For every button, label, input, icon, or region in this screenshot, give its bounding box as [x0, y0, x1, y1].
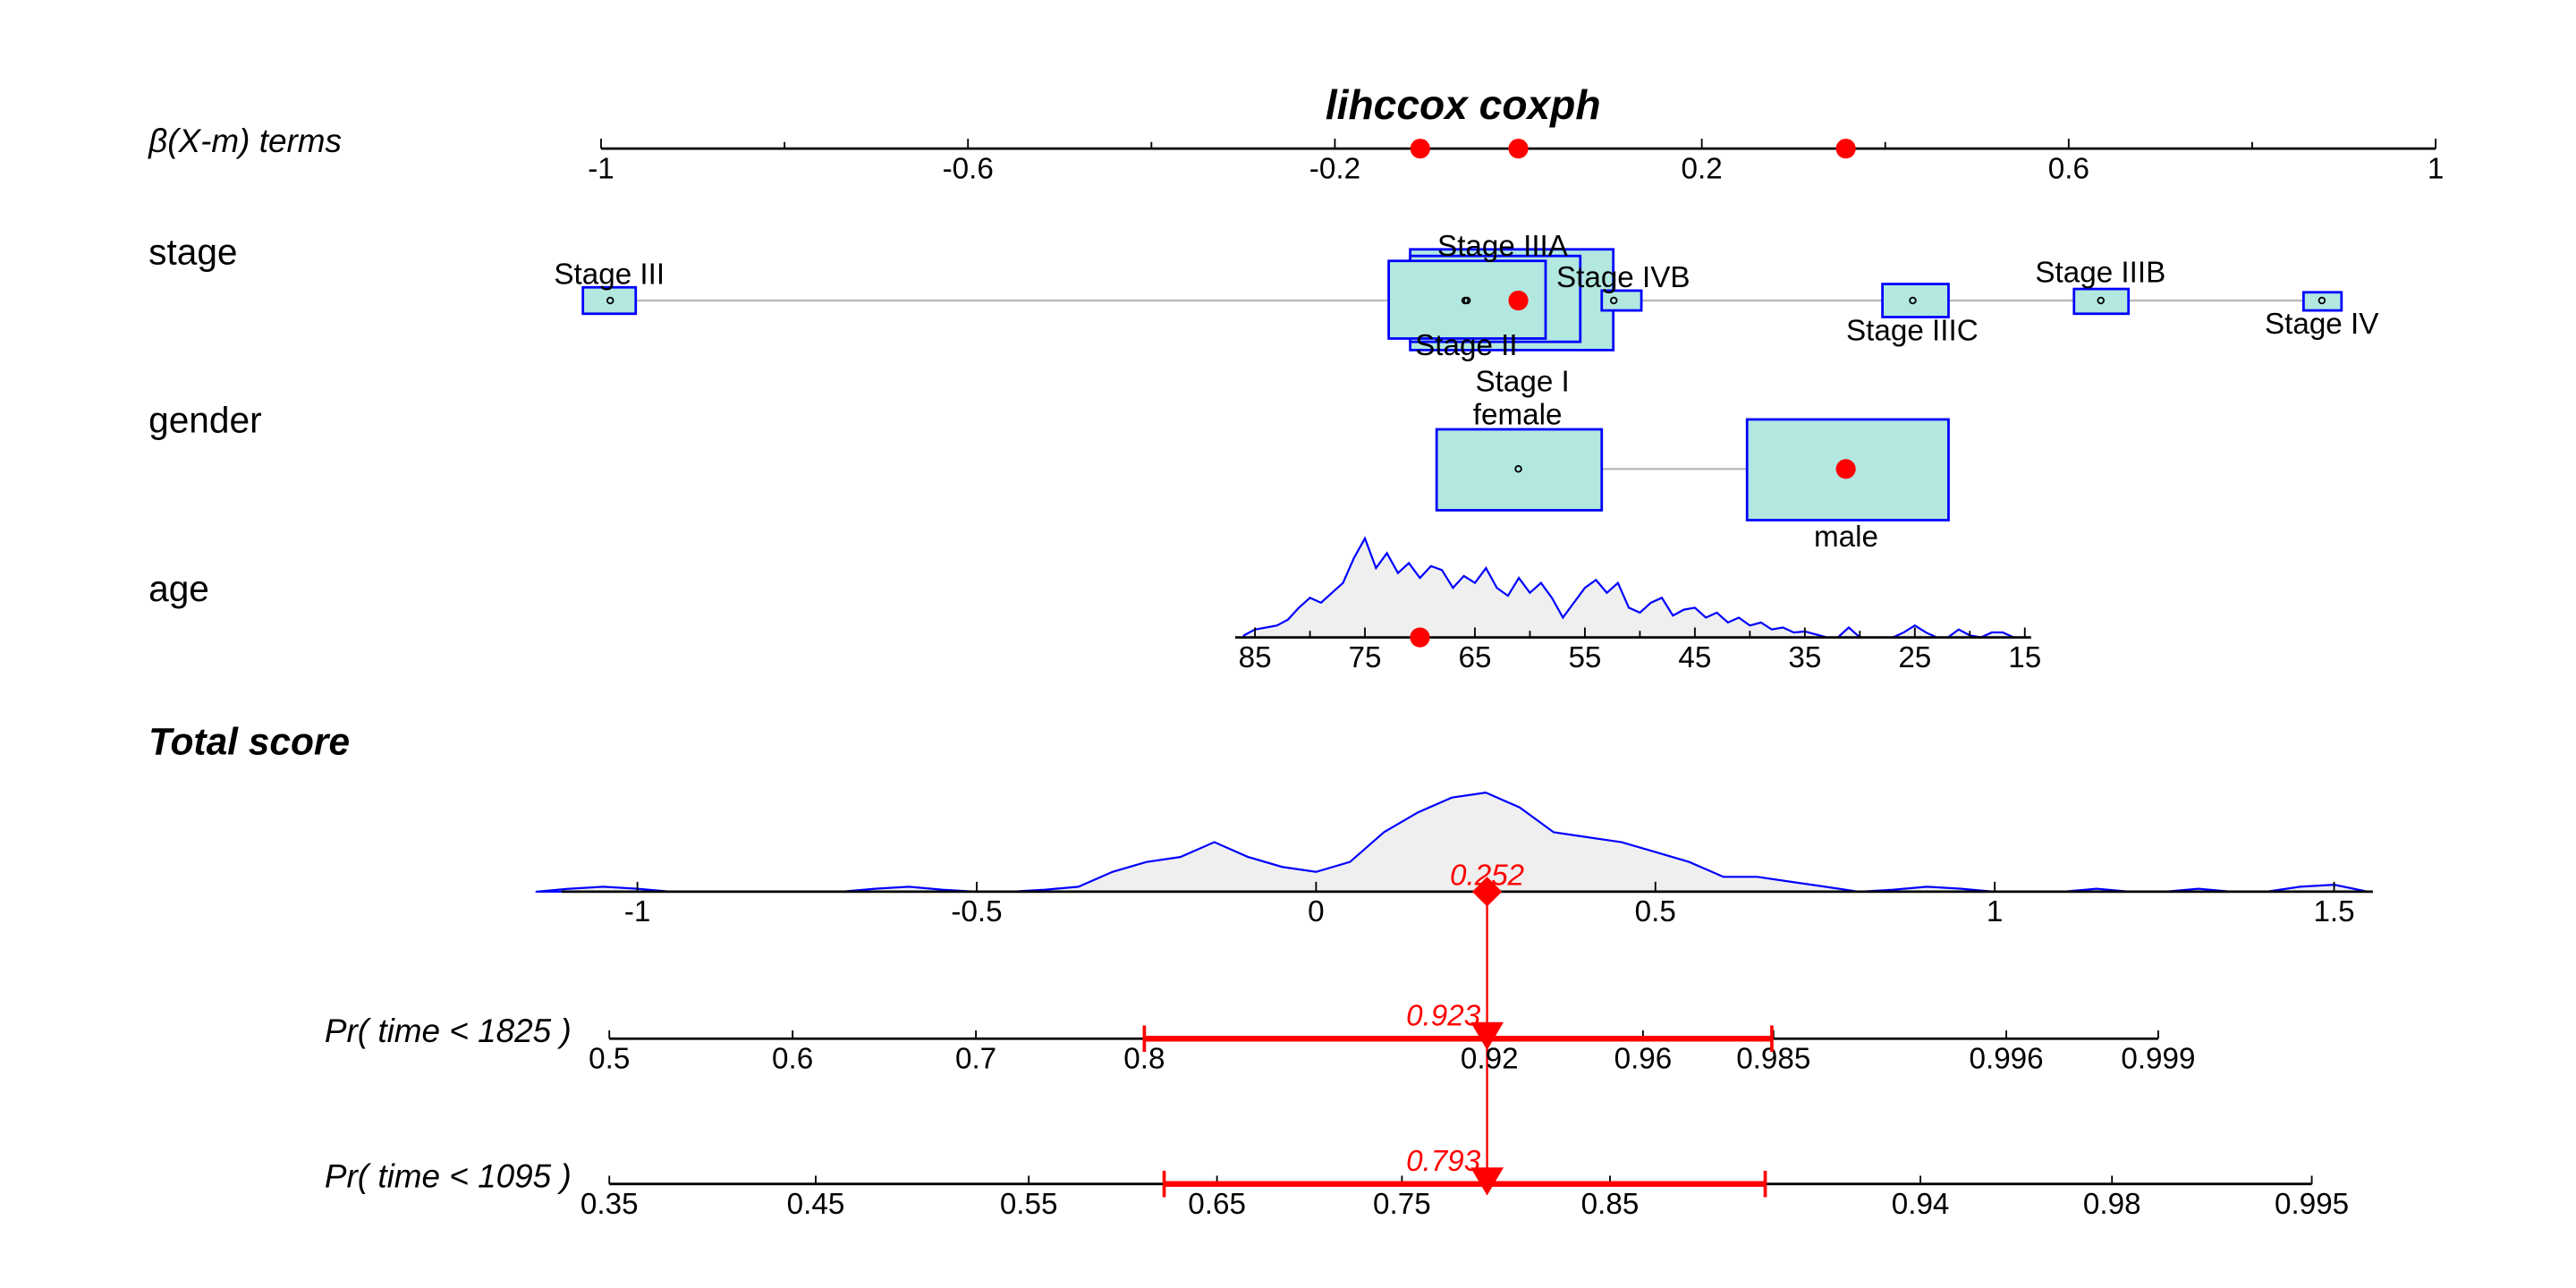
beta-terms-label: β(X-m) terms: [148, 123, 342, 159]
total-score-tick-label: 1.5: [2313, 895, 2354, 928]
probability-tick-label: 0.75: [1373, 1188, 1431, 1221]
pr-label-1825: Pr( time < 1825 ): [325, 1013, 572, 1049]
probability-tick-label: 0.999: [2121, 1042, 2195, 1075]
beta-axis-tick-label: -1: [588, 152, 614, 185]
stage-box: [1600, 289, 1643, 312]
total-score-diamond-marker: [1471, 877, 1503, 907]
probability-tick-label: 0.96: [1614, 1042, 1673, 1075]
stage-selected-marker: [1508, 290, 1529, 311]
row-label-age: age: [148, 568, 209, 609]
beta-axis-tick-label: 1: [2428, 152, 2444, 185]
row-label-total-score: Total score: [148, 721, 350, 763]
age-axis-tick-label: 15: [2008, 641, 2041, 674]
age-axis-tick-label: 25: [1898, 641, 1931, 674]
gender-box: [1435, 428, 1604, 512]
total-score-tick-label: 0.5: [1635, 895, 1676, 928]
stage-point: [2097, 296, 2106, 305]
probability-tick-label: 0.65: [1188, 1188, 1246, 1221]
stage-label: Stage I: [1476, 366, 1570, 399]
age-axis-tick-label: 75: [1349, 641, 1382, 674]
total-score-value-label: 0.252: [1450, 860, 1524, 893]
stage-label: Stage IVB: [1556, 261, 1690, 294]
beta-axis-tick-label: -0.6: [943, 152, 994, 185]
probability-tick-label: 0.55: [1000, 1188, 1058, 1221]
stage-box: [581, 285, 638, 316]
probability-tick-label: 0.45: [787, 1188, 845, 1221]
stage-label: Stage III: [554, 258, 665, 292]
beta-axis-tick-label: -0.2: [1309, 152, 1360, 185]
row-label-gender: gender: [148, 400, 261, 441]
beta-axis-tick-label: 0.2: [1682, 152, 1723, 185]
probability-tick-label: 0.98: [2083, 1188, 2141, 1221]
age-density-curve: [1242, 536, 2025, 639]
stage-label: Stage IIIC: [1846, 314, 1979, 347]
stage-point: [1609, 296, 1618, 305]
stage-point: [2318, 296, 2326, 305]
probability-tick-label: 0.5: [589, 1042, 630, 1075]
total-score-tick-label: 1: [1987, 895, 2003, 928]
stage-label: Stage II: [1415, 329, 1518, 362]
stage-box: [2302, 291, 2343, 312]
beta-point-marker: [1410, 139, 1430, 159]
chart-title: lihccox coxph: [1326, 81, 1601, 128]
stage-label: Stage IIIB: [2035, 257, 2165, 290]
probability-tick-label: 0.92: [1461, 1042, 1519, 1075]
probability-triangle-marker: [1470, 1167, 1504, 1196]
age-selected-marker: [1410, 627, 1430, 648]
gender-label: female: [1473, 398, 1563, 431]
stage-point: [1462, 296, 1471, 305]
age-axis-tick-label: 35: [1788, 641, 1821, 674]
total-score-tick-label: 0: [1308, 895, 1324, 928]
gender-selected-marker: [1835, 459, 1856, 479]
total-score-tick-label: -0.5: [951, 895, 1002, 928]
stage-point: [1909, 296, 1917, 305]
probability-tick-label: 0.35: [580, 1188, 639, 1221]
age-axis-tick-label: 45: [1678, 641, 1711, 674]
stage-label: Stage IIIA: [1437, 230, 1569, 263]
stage-label: Stage IV: [2265, 308, 2379, 341]
gender-label: male: [1814, 521, 1878, 554]
probability-tick-label: 0.7: [955, 1042, 996, 1075]
pr-label-1095: Pr( time < 1095 ): [325, 1157, 572, 1194]
probability-tick-label: 0.995: [2275, 1188, 2349, 1221]
probability-triangle-marker: [1470, 1021, 1504, 1051]
age-axis-tick-label: 55: [1568, 641, 1601, 674]
stage-point: [606, 296, 614, 305]
probability-tick-label: 0.996: [1970, 1042, 2044, 1075]
age-axis-tick-label: 85: [1239, 641, 1272, 674]
beta-point-marker: [1508, 139, 1529, 159]
beta-axis-tick-label: 0.6: [2048, 152, 2089, 185]
probability-tick-label: 0.94: [1892, 1188, 1950, 1221]
probability-tick-label: 0.985: [1736, 1042, 1810, 1075]
beta-point-marker: [1835, 139, 1856, 159]
probability-value-label: 0.793: [1406, 1145, 1481, 1178]
probability-value-label: 0.923: [1406, 999, 1481, 1032]
probability-tick-label: 0.85: [1581, 1188, 1640, 1221]
gender-point: [1514, 465, 1522, 473]
row-label-stage: stage: [148, 231, 237, 272]
age-axis-tick-label: 65: [1459, 641, 1492, 674]
total-score-tick-label: -1: [624, 895, 651, 928]
probability-tick-label: 0.6: [772, 1042, 813, 1075]
stage-box: [2072, 287, 2131, 316]
